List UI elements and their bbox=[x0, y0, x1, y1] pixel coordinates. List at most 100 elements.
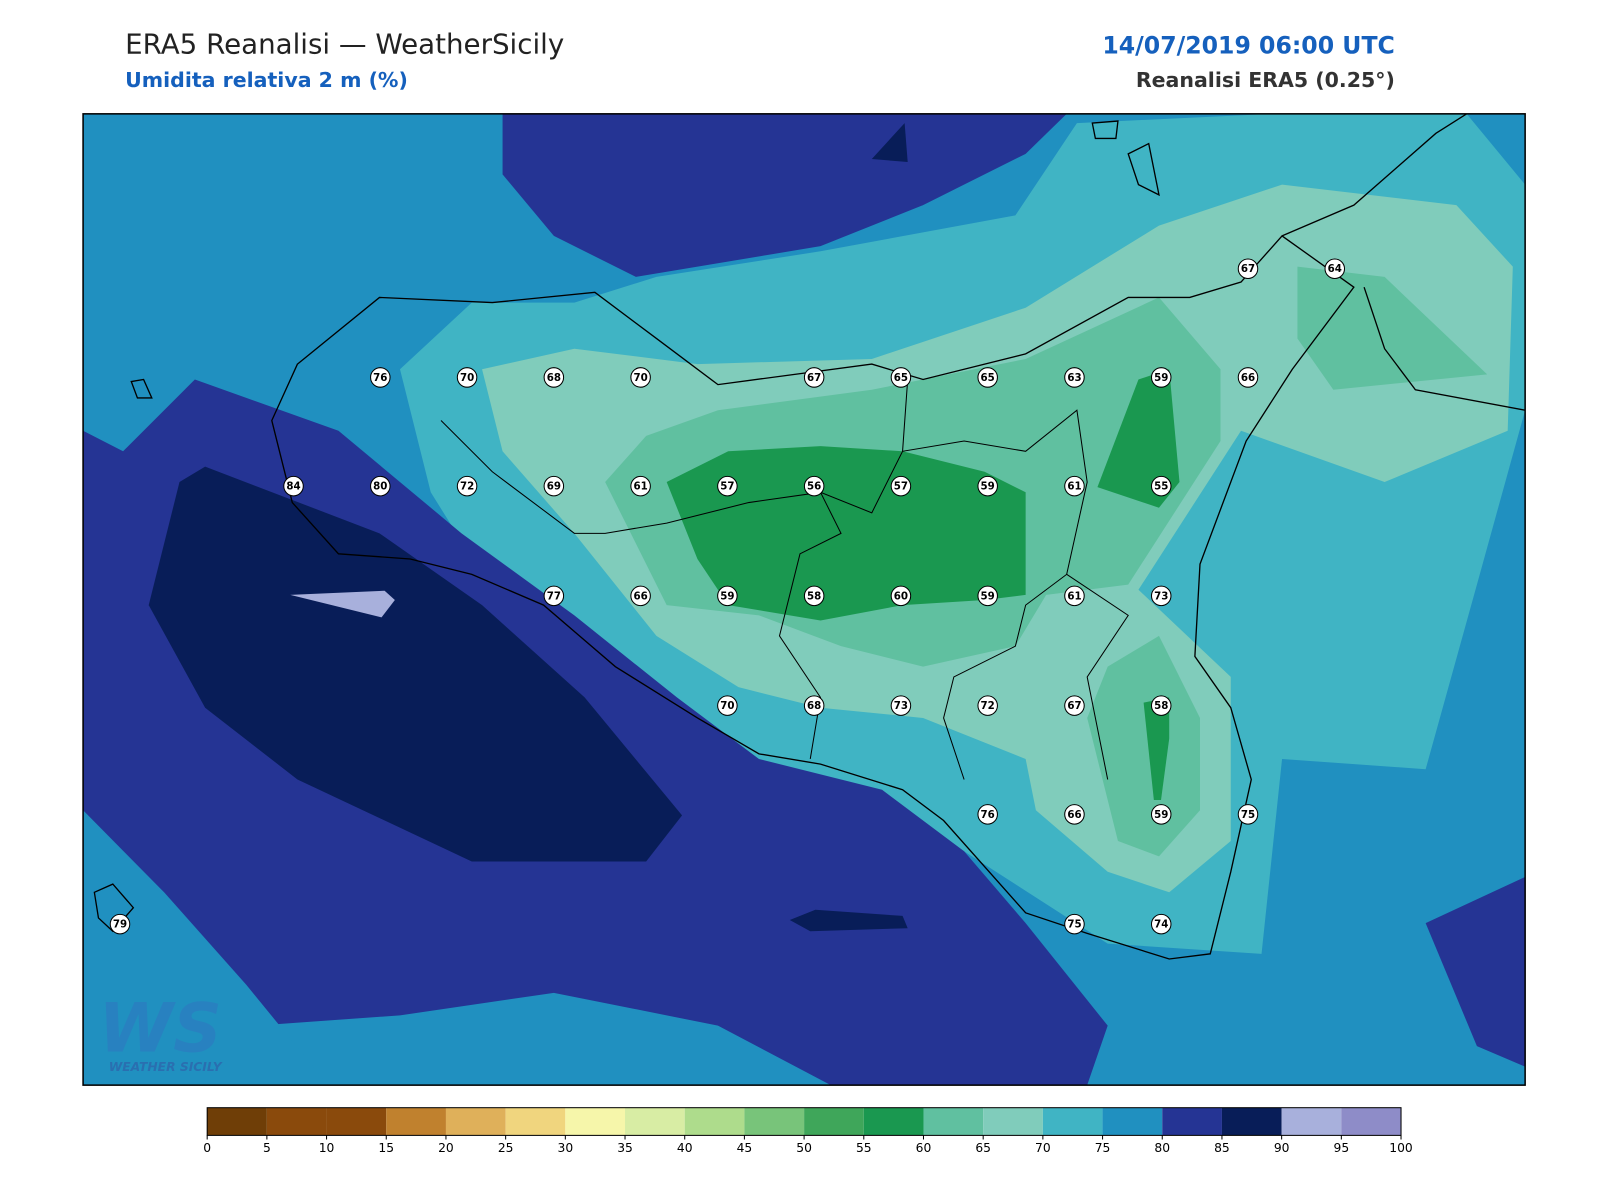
colorbar-tick-label: 40 bbox=[677, 1141, 693, 1155]
station: 60 bbox=[890, 585, 912, 607]
colorbar-tick-label: 0 bbox=[203, 1141, 211, 1155]
station: 76 bbox=[977, 804, 998, 825]
colorbar-segment bbox=[445, 1107, 506, 1136]
station: 84 bbox=[283, 475, 304, 497]
station-marker bbox=[890, 695, 912, 716]
station: 59 bbox=[977, 585, 998, 607]
station-marker bbox=[1064, 913, 1085, 935]
contour-fill bbox=[666, 446, 1026, 621]
station-marker bbox=[890, 585, 912, 607]
station: 67 bbox=[1064, 695, 1085, 716]
station-marker bbox=[977, 367, 998, 388]
station-marker bbox=[630, 585, 651, 607]
contour-fill bbox=[1143, 697, 1170, 800]
station-value: 74 bbox=[1154, 919, 1168, 931]
station-value: 73 bbox=[1154, 590, 1168, 602]
station-marker bbox=[803, 475, 825, 497]
logo: WS WEATHER SICILY bbox=[98, 988, 222, 1073]
station-value: 68 bbox=[807, 700, 821, 712]
station-value: 58 bbox=[807, 590, 821, 602]
station: 67 bbox=[803, 367, 825, 388]
colorbar: 0 5 10 15 20 25 30 35 40 45 50 55 60 65 70 75 80 85 90 95 10… bbox=[203, 1107, 1413, 1155]
colorbar-tick-label: 5 bbox=[263, 1141, 271, 1155]
contour-fill bbox=[1425, 876, 1526, 1067]
subtitle: Umidita relativa 2 m (%) bbox=[125, 68, 408, 92]
station: 68 bbox=[803, 695, 825, 716]
station: 76 bbox=[370, 367, 391, 388]
station-value: 80 bbox=[373, 481, 387, 493]
station-marker bbox=[1064, 367, 1085, 388]
station-value: 75 bbox=[1067, 919, 1081, 931]
station-marker bbox=[1150, 913, 1172, 935]
station-value: 59 bbox=[981, 590, 995, 602]
station-value: 76 bbox=[373, 372, 387, 384]
colorbar-tick-label: 45 bbox=[737, 1141, 753, 1155]
logo-name: WEATHER SICILY bbox=[109, 1060, 223, 1074]
station-value: 59 bbox=[1154, 809, 1168, 821]
contour-fill bbox=[83, 810, 329, 1086]
station: 58 bbox=[803, 585, 825, 607]
colorbar-tick-label: 20 bbox=[438, 1141, 454, 1155]
station-marker bbox=[717, 585, 738, 607]
station-value: 73 bbox=[894, 700, 908, 712]
station-marker bbox=[543, 367, 565, 388]
contour-fill bbox=[1297, 266, 1488, 390]
station-marker bbox=[1150, 367, 1172, 388]
station-value: 59 bbox=[981, 481, 995, 493]
station-marker bbox=[717, 475, 738, 497]
station-marker bbox=[890, 475, 912, 497]
province-border bbox=[440, 379, 1129, 780]
colorbar-tick-label: 10 bbox=[319, 1141, 335, 1155]
station-marker bbox=[1237, 258, 1259, 279]
colorbar-tick-label: 90 bbox=[1274, 1141, 1290, 1155]
station-value: 84 bbox=[286, 481, 300, 493]
station-marker bbox=[977, 585, 998, 607]
station-value: 76 bbox=[981, 809, 995, 821]
station: 61 bbox=[1064, 475, 1085, 497]
colorbar-segment bbox=[1042, 1107, 1103, 1136]
contour-fill bbox=[789, 909, 908, 932]
colorbar-segment bbox=[625, 1107, 685, 1136]
colorbar-segment bbox=[923, 1107, 984, 1136]
station-value: 59 bbox=[720, 590, 734, 602]
station: 70 bbox=[456, 367, 478, 388]
station-marker bbox=[1064, 695, 1085, 716]
colorbar-segment bbox=[565, 1107, 626, 1136]
station: 64 bbox=[1324, 258, 1346, 279]
station-marker bbox=[1064, 585, 1085, 607]
logo-mark: WS bbox=[98, 988, 221, 1067]
station-marker bbox=[1064, 804, 1085, 825]
station-marker bbox=[803, 695, 825, 716]
station-value: 61 bbox=[1067, 481, 1081, 493]
station-marker bbox=[1150, 475, 1172, 497]
station: 59 bbox=[1150, 367, 1172, 388]
colorbar-tick-label: 100 bbox=[1389, 1141, 1412, 1155]
station-value: 79 bbox=[113, 919, 127, 931]
colorbar-segment bbox=[1102, 1107, 1163, 1136]
colorbar-tick-label: 50 bbox=[796, 1141, 812, 1155]
colorbar-tick-label: 85 bbox=[1214, 1141, 1230, 1155]
station-marker bbox=[630, 367, 651, 388]
contour-fill bbox=[1097, 369, 1180, 508]
station: 59 bbox=[1150, 804, 1172, 825]
station-value: 64 bbox=[1328, 263, 1342, 275]
station-marker bbox=[1237, 804, 1259, 825]
station: 57 bbox=[890, 475, 912, 497]
station-value: 75 bbox=[1241, 809, 1255, 821]
station-value: 70 bbox=[460, 372, 474, 384]
station: 67 bbox=[1237, 258, 1259, 279]
colorbar-segment bbox=[1162, 1107, 1222, 1136]
station-value: 67 bbox=[1067, 700, 1081, 712]
map-frame bbox=[82, 113, 1526, 1086]
station-marker bbox=[630, 475, 651, 497]
station-marker bbox=[1150, 804, 1172, 825]
station: 66 bbox=[630, 585, 651, 607]
station-value: 70 bbox=[720, 700, 734, 712]
station-value: 72 bbox=[981, 700, 995, 712]
station-marker bbox=[1150, 585, 1172, 607]
station-marker bbox=[543, 585, 565, 607]
colorbar-tick-label: 25 bbox=[498, 1141, 514, 1155]
station-value: 66 bbox=[1067, 809, 1081, 821]
